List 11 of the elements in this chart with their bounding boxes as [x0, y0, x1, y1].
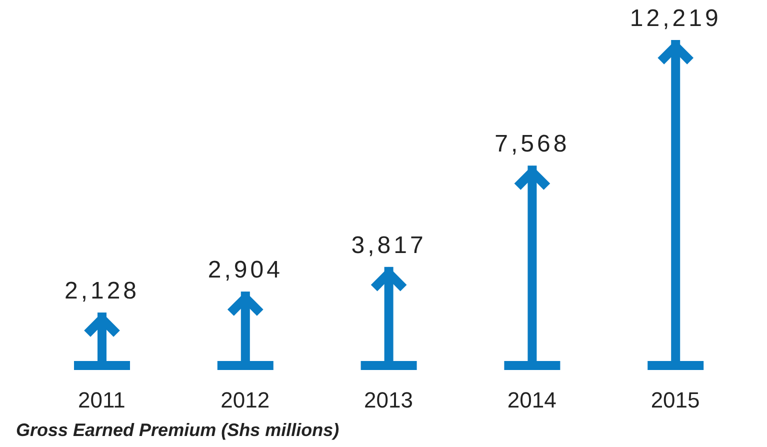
x-tick-label: 2011 — [78, 388, 126, 413]
data-label: 2,128 — [64, 278, 140, 305]
data-label: 7,568 — [494, 130, 570, 158]
x-tick-label: 2013 — [364, 388, 413, 413]
x-tick-label: 2012 — [220, 388, 270, 413]
x-tick-label: 2015 — [650, 388, 700, 413]
data-label: 2,904 — [208, 256, 283, 284]
x-tick-label: 2014 — [507, 388, 556, 413]
text: Gross Earned Premium (Shs millions) — [16, 420, 340, 441]
data-label: 3,817 — [351, 232, 426, 259]
data-label: 12,219 — [630, 5, 722, 32]
